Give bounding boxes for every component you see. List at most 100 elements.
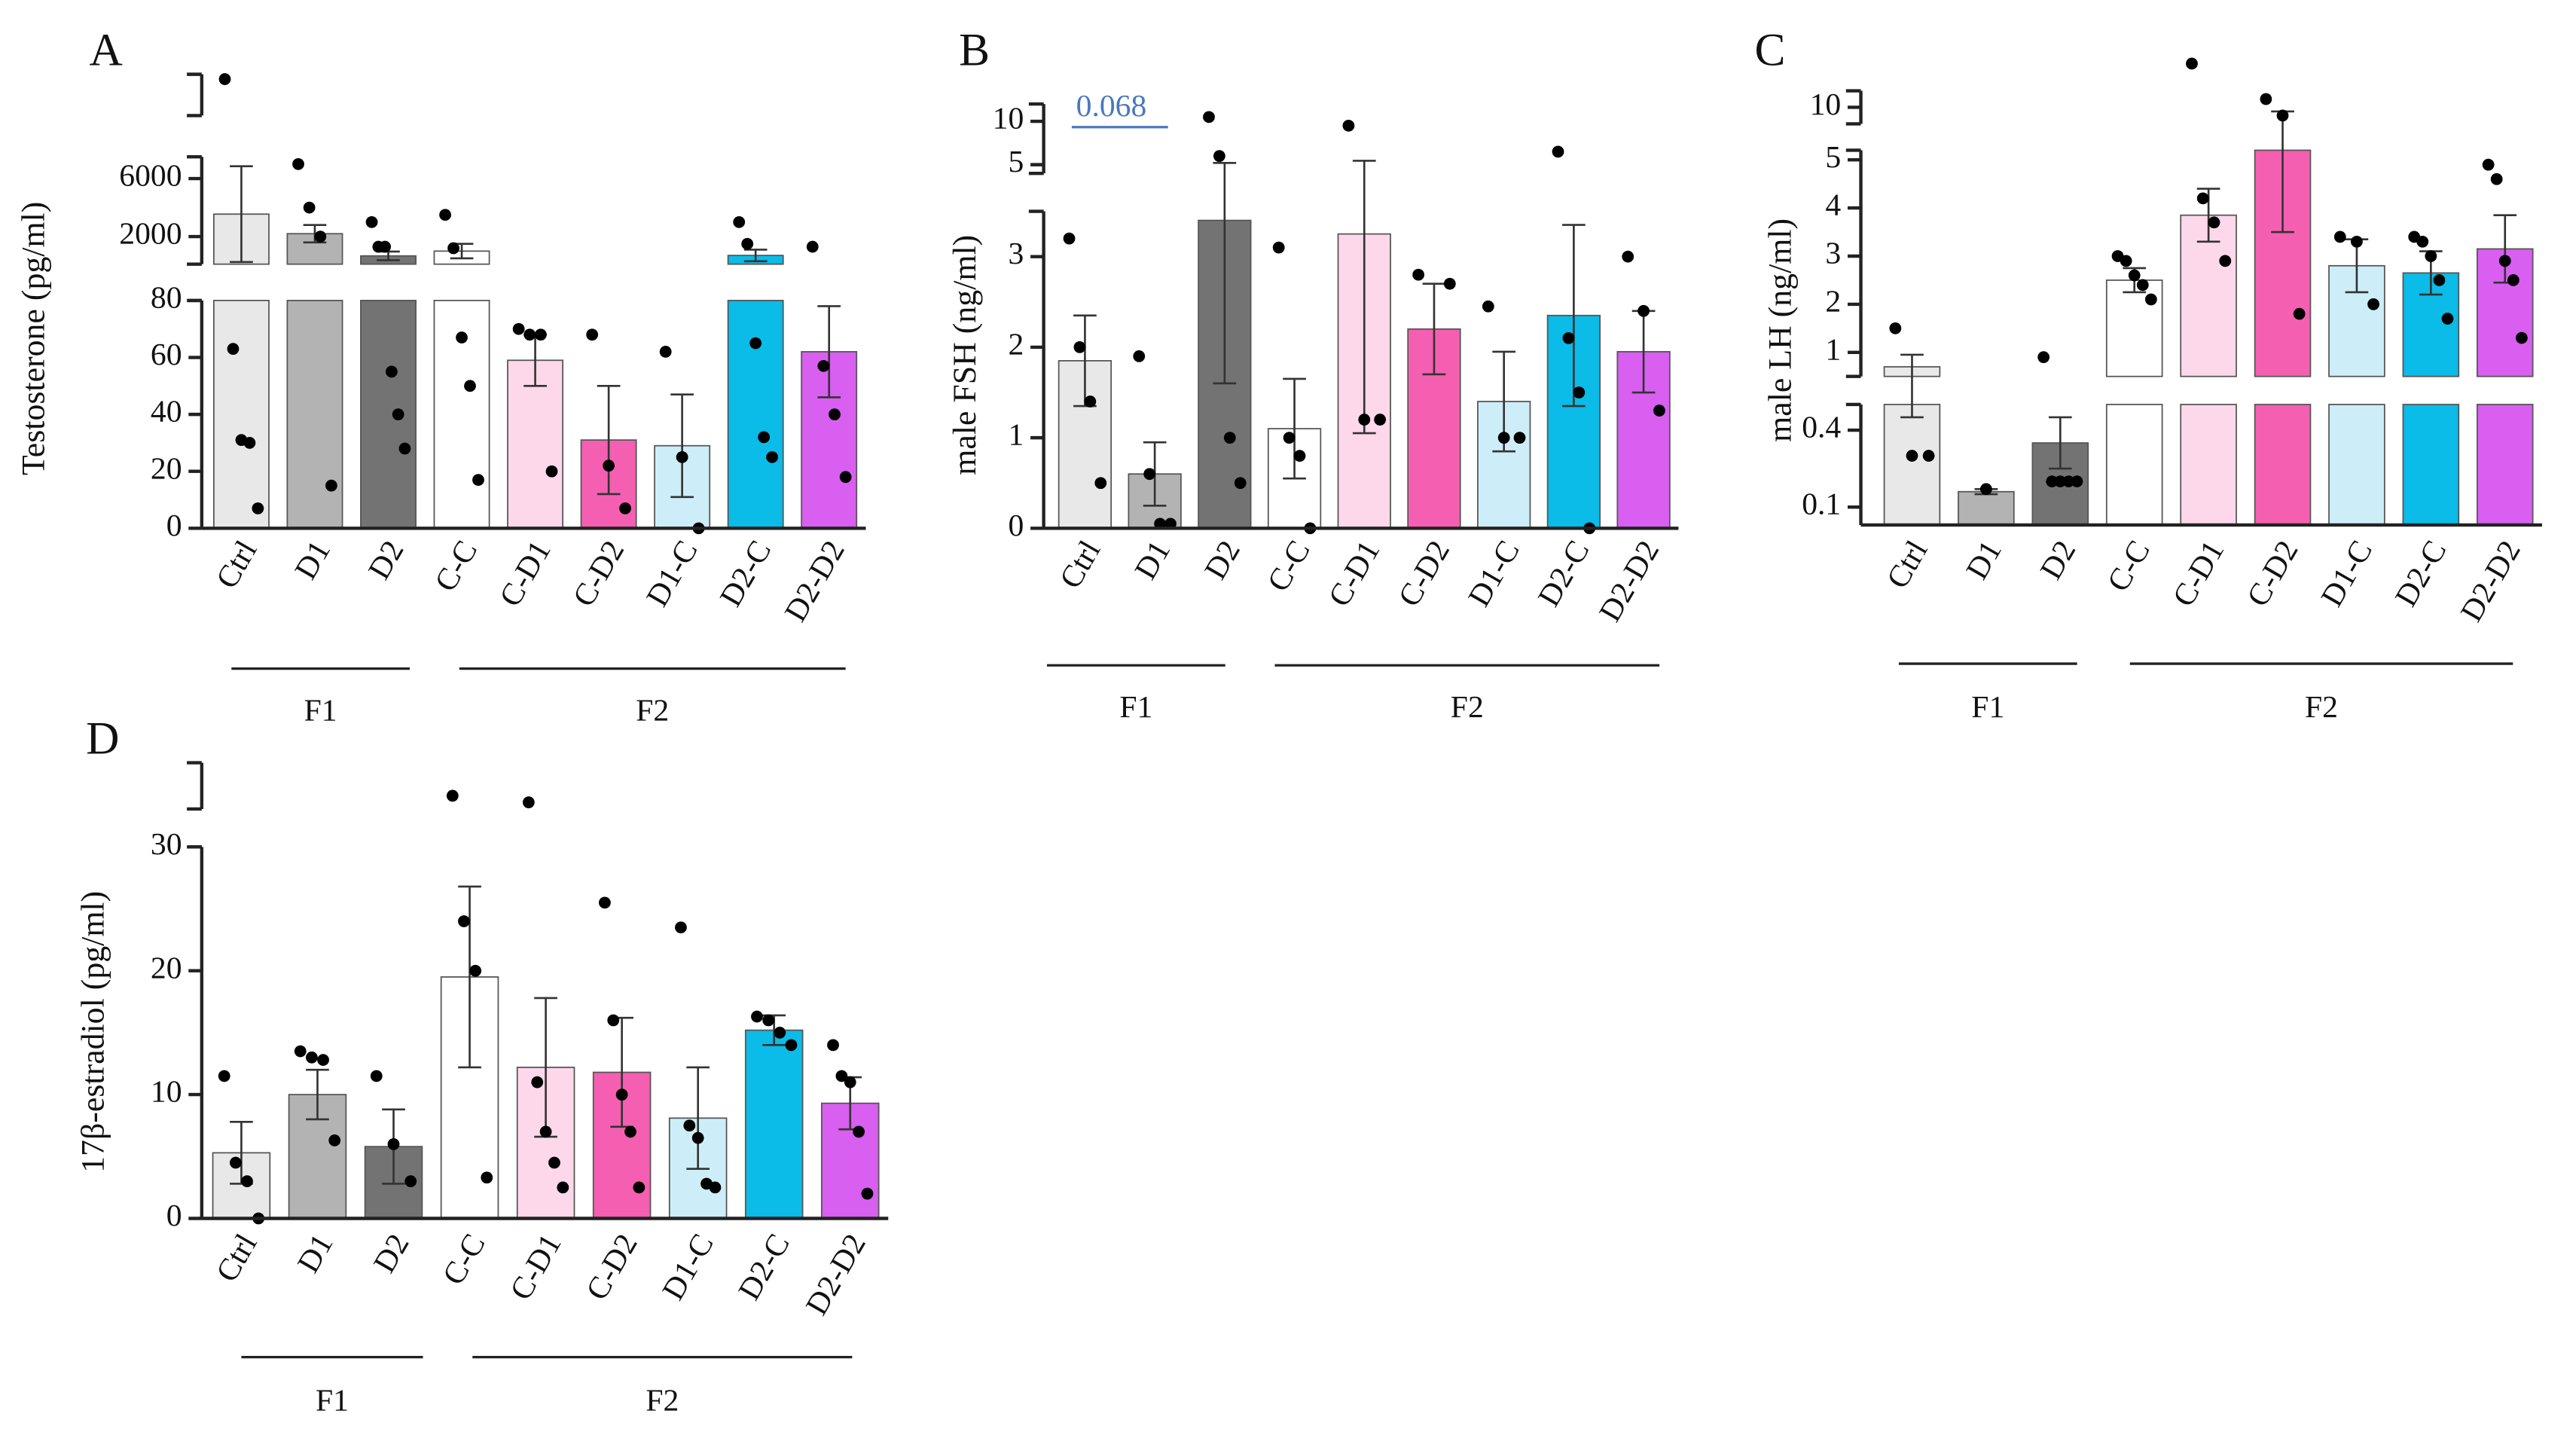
y-tick-label: 0.4 (1802, 411, 1841, 445)
x-tick-label: Ctrl (209, 535, 264, 594)
data-point (294, 1045, 307, 1058)
x-tick-label: Ctrl (1053, 535, 1107, 594)
bar (286, 300, 343, 530)
data-point (1562, 331, 1575, 344)
annotation: 0.068 (1076, 89, 1147, 124)
y-axis-label: male LH (ng/ml) (1763, 218, 1799, 442)
x-tick-label: C-C (436, 1229, 493, 1291)
panel-letter: B (959, 24, 990, 75)
data-point (306, 1051, 318, 1064)
data-point (2219, 255, 2232, 267)
y-axis-label: male FSH (ng/ml) (947, 235, 983, 475)
data-point (2046, 475, 2059, 487)
x-tick-label: D2 (1198, 535, 1247, 585)
data-point (370, 1070, 383, 1082)
x-tick-label: D2-C (1531, 535, 1596, 612)
data-point (218, 73, 231, 85)
data-point (1513, 432, 1526, 444)
x-tick-label: Ctrl (209, 1229, 264, 1288)
data-point (1203, 111, 1215, 124)
data-point (292, 157, 304, 170)
data-point (539, 1125, 552, 1138)
data-point (1342, 119, 1355, 132)
data-point (2037, 351, 2050, 364)
panel-letter: D (86, 713, 119, 764)
data-point (2498, 255, 2511, 267)
data-point (1283, 432, 1296, 444)
data-point (387, 1137, 400, 1150)
y-tick-label: 2 (1825, 284, 1841, 319)
y-tick-label: 20 (151, 451, 182, 486)
data-point (523, 328, 536, 341)
data-point (458, 915, 470, 927)
data-point (1622, 250, 1634, 263)
group-label: F2 (646, 1384, 679, 1418)
x-tick-label: D2-C (2388, 535, 2453, 612)
x-tick-label: C-D2 (580, 1229, 645, 1306)
x-tick-label: C-D2 (566, 535, 631, 612)
data-point (2054, 475, 2067, 487)
bar (212, 300, 270, 530)
panel-letter: C (1755, 24, 1786, 75)
data-point (1482, 300, 1494, 313)
bar (2402, 404, 2460, 526)
y-tick-label: 0 (1009, 508, 1024, 543)
data-point (751, 1010, 763, 1023)
x-tick-label: D1 (1128, 535, 1177, 585)
y-tick-label: 10 (151, 1075, 182, 1110)
data-point (1143, 468, 1156, 481)
bar (1883, 404, 1941, 526)
y-tick-label: 80 (151, 280, 182, 315)
data-point (749, 337, 762, 350)
data-point (2293, 307, 2306, 320)
data-point (2441, 313, 2454, 325)
data-point (1073, 341, 1086, 353)
y-tick-label: 3 (1825, 237, 1841, 271)
x-tick-label: D2-C (713, 535, 778, 612)
panel-letter: A (90, 24, 123, 75)
y-tick-label: 30 (151, 827, 182, 862)
data-point (1922, 450, 1935, 462)
x-tick-label: C-C (2101, 535, 2157, 597)
group-label: F1 (304, 693, 337, 728)
data-point (1223, 432, 1236, 444)
x-tick-label: C-D1 (493, 535, 558, 612)
data-point (2276, 109, 2289, 122)
x-tick-label: C-C (1261, 535, 1317, 597)
bar (744, 1029, 804, 1220)
data-point (456, 331, 468, 343)
y-axis-label: Testosterone (pg/ml) (16, 202, 52, 475)
data-point (2507, 274, 2520, 286)
data-point (446, 789, 459, 802)
data-point (762, 1014, 775, 1027)
group-label: F2 (1451, 690, 1484, 725)
data-point (817, 359, 830, 372)
data-point (325, 479, 337, 492)
data-point (2425, 250, 2437, 262)
data-point (2416, 235, 2429, 248)
data-point (785, 1039, 798, 1052)
data-point (861, 1187, 874, 1200)
data-point (2490, 172, 2503, 185)
bar (2402, 272, 2460, 377)
y-tick-label: 0 (166, 1198, 182, 1233)
data-point (835, 1070, 848, 1082)
data-point (2433, 274, 2446, 286)
x-tick-label: C-D2 (1392, 535, 1457, 612)
data-point (545, 465, 558, 478)
bar (2254, 404, 2312, 526)
y-tick-label: 1 (1825, 332, 1841, 367)
data-point (619, 502, 631, 514)
bar (2180, 404, 2237, 526)
x-tick-label: D2-D2 (799, 1229, 873, 1321)
data-point (365, 215, 378, 228)
data-point (557, 1181, 569, 1194)
data-point (1979, 483, 1992, 496)
data-point (827, 1039, 839, 1052)
group-label: F1 (1119, 690, 1152, 725)
y-tick-label: 5 (1009, 145, 1024, 179)
data-point (317, 1054, 329, 1066)
data-point (607, 1014, 620, 1027)
data-point (675, 921, 687, 934)
data-point (398, 442, 411, 455)
